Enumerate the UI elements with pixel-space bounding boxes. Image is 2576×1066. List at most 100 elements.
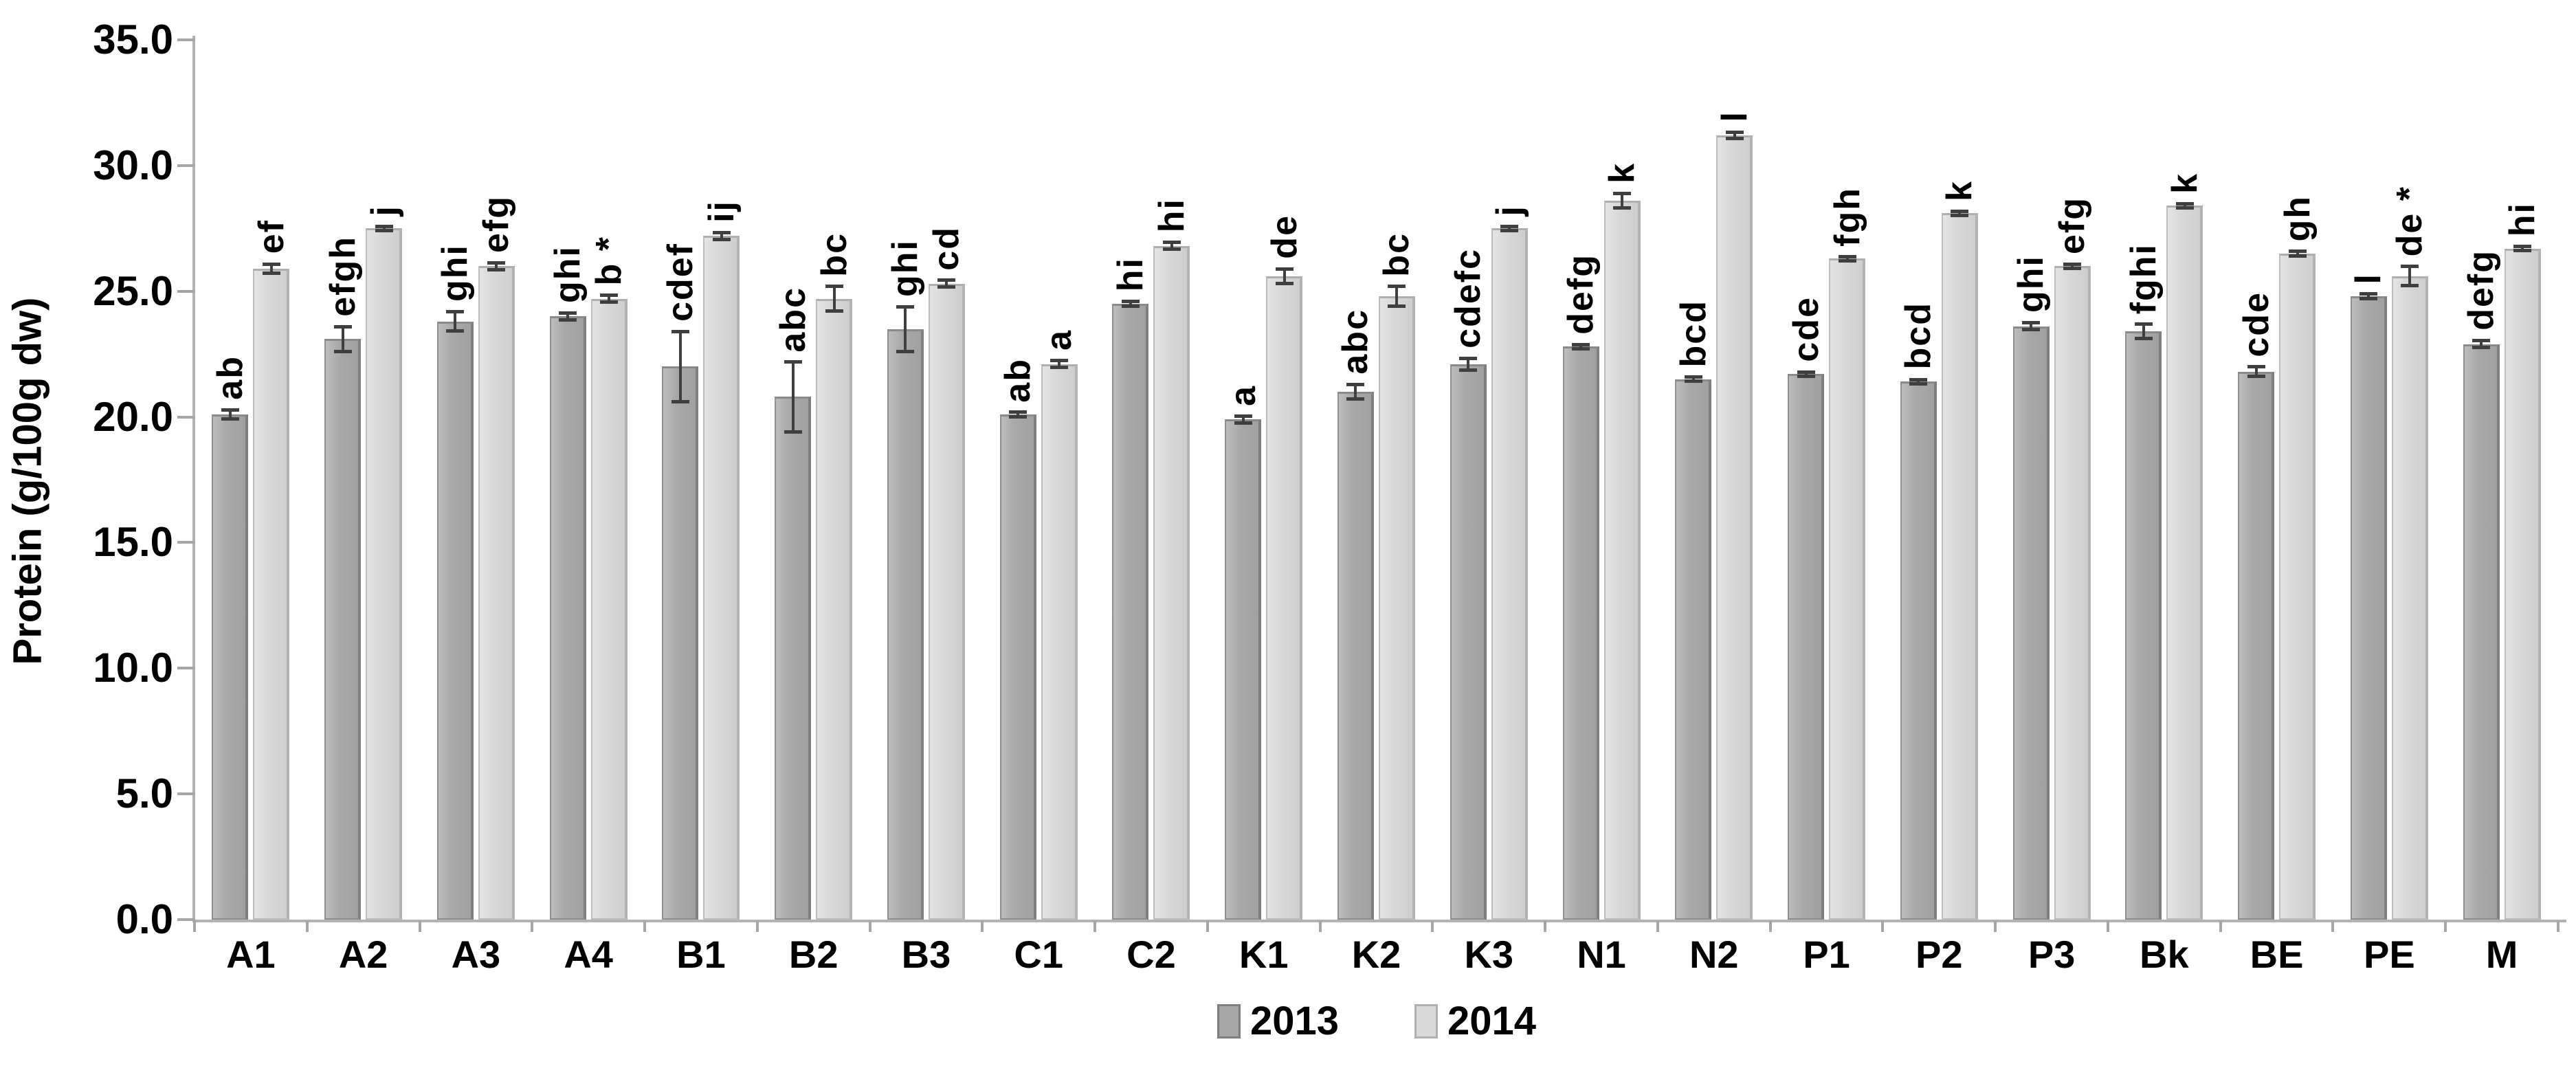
- bar-2014: [703, 236, 740, 920]
- bar-2014: [366, 228, 403, 920]
- error-bar-cap-bottom: [1275, 281, 1293, 285]
- bar-cell-K3-2013: cdefc: [1448, 40, 1488, 920]
- significance-letter: bcd: [1673, 299, 1713, 368]
- error-bar-cap-bottom: [671, 399, 689, 403]
- error-bar-cap-bottom: [712, 237, 731, 241]
- bar-group-B1: cdef ij: [645, 40, 757, 920]
- bar-cell-B3-2013: ghi: [885, 40, 925, 920]
- legend-swatch-2014: [1414, 1003, 1438, 1039]
- bar-2014: [590, 298, 628, 920]
- error-bar-cap-bottom: [1121, 304, 1140, 308]
- bar-2013: [887, 329, 924, 920]
- error-bar-line: [2408, 266, 2412, 287]
- error-bar-line: [1845, 256, 1849, 261]
- error-bar-cap-bottom: [262, 271, 280, 276]
- y-tick: [177, 38, 195, 41]
- error-bar-line: [720, 232, 723, 240]
- bar-cell-C1-2013: ab: [998, 40, 1038, 920]
- y-axis-title: Protein (g/100g dw): [5, 297, 50, 665]
- bar-cell-K3-2014: j: [1489, 40, 1529, 920]
- significance-letter: j: [364, 205, 404, 216]
- legend-item-2013: 2013: [1217, 998, 1339, 1044]
- error-bar-cap-top: [1275, 267, 1293, 271]
- bar-2013: [324, 339, 362, 920]
- bar-group-A1: ab ef: [195, 40, 307, 920]
- significance-letter: ghi: [2011, 255, 2052, 313]
- significance-letter: cd: [926, 225, 967, 271]
- error-bar-cap-bottom: [2175, 206, 2194, 210]
- significance-letter: hi: [1151, 198, 1192, 233]
- y-tick-label: 30.0: [93, 142, 173, 188]
- category-label-Bk: Bk: [2140, 933, 2189, 976]
- error-bar-line: [2030, 322, 2033, 331]
- error-bar-cap-bottom: [2288, 254, 2307, 258]
- bar-group-N2: bcd l: [1658, 40, 1770, 920]
- error-bar-cap-top: [1613, 192, 1632, 196]
- bar-2013: [662, 366, 699, 920]
- error-bar-cap-top: [1909, 377, 1928, 381]
- x-boundary-tick: [1994, 921, 1997, 932]
- category-label-N1: N1: [1577, 933, 1626, 976]
- bar-cell-A1-2014: ef: [252, 40, 291, 920]
- error-bar-cap-top: [1838, 254, 1856, 258]
- significance-letter: l: [1714, 111, 1755, 122]
- y-tick: [177, 667, 195, 670]
- bar-2013: [1225, 419, 1262, 920]
- bar-2013: [1900, 381, 1937, 920]
- bar-2014: [816, 298, 853, 920]
- significance-letter: defg: [1561, 253, 1601, 335]
- y-tick: [177, 289, 195, 293]
- bar-cell-B1-2013: cdef: [660, 40, 700, 920]
- category-label-P3: P3: [2028, 933, 2076, 976]
- error-bar-cap-bottom: [825, 309, 843, 313]
- significance-letter: abc: [1335, 309, 1376, 375]
- error-bar-line: [495, 262, 498, 270]
- error-bar-cap-bottom: [1572, 346, 1590, 351]
- bar-2013: [549, 316, 586, 920]
- error-bar-line: [1579, 344, 1583, 349]
- significance-letter: abc: [773, 286, 813, 353]
- significance-letter: bc: [814, 232, 854, 277]
- significance-letter: bc: [1377, 232, 1417, 277]
- error-bar-cap-bottom: [896, 349, 915, 353]
- category-label-P2: P2: [1916, 933, 1963, 976]
- bar-cell-K2-2014: bc: [1377, 40, 1417, 920]
- bar-2013: [1112, 304, 1149, 920]
- error-bar-line: [2071, 263, 2074, 269]
- bar-group-Bk: fghi k: [2108, 40, 2221, 920]
- error-bar-cap-top: [1500, 224, 1519, 228]
- bar-2013: [1562, 346, 1599, 920]
- bar-cell-BE-2014: gh: [2278, 40, 2318, 920]
- bar-cell-C1-2014: a: [1039, 40, 1079, 920]
- bar-2013: [2463, 344, 2500, 920]
- y-tick: [177, 918, 195, 921]
- error-bar-line: [1804, 371, 1808, 377]
- error-bar-cap-bottom: [2513, 249, 2532, 253]
- error-bar-cap-top: [671, 330, 689, 334]
- bar-2014: [2054, 266, 2091, 920]
- legend-item-2014: 2014: [1414, 998, 1536, 1044]
- bar-cell-BE-2013: cde: [2236, 40, 2276, 920]
- bar-2014: [2504, 248, 2541, 920]
- significance-letter: l: [2349, 272, 2389, 285]
- error-bar-cap-bottom: [221, 417, 239, 421]
- bar-group-K1: a de: [1208, 40, 1320, 920]
- error-bar-cap-bottom: [1162, 247, 1181, 252]
- error-bar-cap-bottom: [1050, 366, 1069, 370]
- error-bar-cap-top: [1162, 241, 1181, 245]
- x-boundary-tick: [1656, 921, 1659, 932]
- error-bar-line: [2142, 324, 2145, 340]
- significance-letter: efg: [2052, 196, 2093, 254]
- error-bar-cap-bottom: [1009, 414, 1028, 419]
- bar-2014: [2391, 276, 2428, 920]
- y-tick-label: 10.0: [93, 645, 173, 691]
- error-bar-line: [1621, 193, 1624, 209]
- bar-2013: [1788, 374, 1825, 920]
- x-boundary-tick: [1768, 921, 1772, 932]
- x-boundary-tick: [2444, 921, 2447, 932]
- significance-letter: k: [2164, 172, 2205, 194]
- error-bar-cap-bottom: [2360, 296, 2378, 300]
- bar-cell-Bk-2013: fghi: [2124, 40, 2164, 920]
- significance-letter: k: [1940, 179, 1980, 201]
- bar-cell-A4-2013: ghi: [548, 40, 588, 920]
